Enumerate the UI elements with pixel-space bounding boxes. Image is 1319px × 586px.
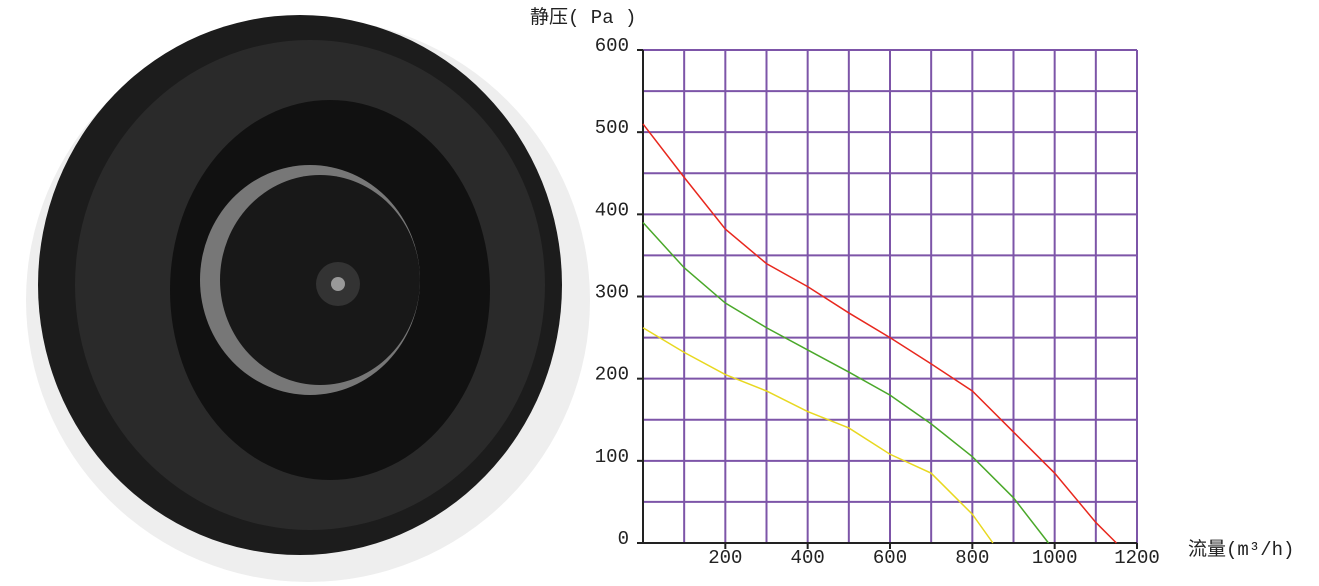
x-tick-label: 200: [708, 547, 742, 569]
fan-photo: [26, 15, 590, 582]
y-tick-label: 0: [618, 528, 629, 550]
y-tick-label: 600: [595, 35, 629, 57]
y-tick-label: 100: [595, 446, 629, 468]
curve: [642, 123, 1117, 544]
y-tick-label: 500: [595, 117, 629, 139]
curve: [642, 222, 1050, 544]
x-tick-label: 400: [791, 547, 825, 569]
curve: [642, 327, 994, 544]
y-tick-label: 200: [595, 364, 629, 386]
y-tick-label: 400: [595, 199, 629, 221]
x-tick-label: 1000: [1032, 547, 1078, 569]
x-tick-label: 600: [873, 547, 907, 569]
x-axis-label: 流量(m³/h): [1188, 538, 1294, 561]
x-tick-label: 800: [955, 547, 989, 569]
y-tick-label: 300: [595, 282, 629, 304]
x-tick-label: 1200: [1114, 547, 1160, 569]
y-axis-label: 静压( Pa ): [530, 6, 636, 29]
